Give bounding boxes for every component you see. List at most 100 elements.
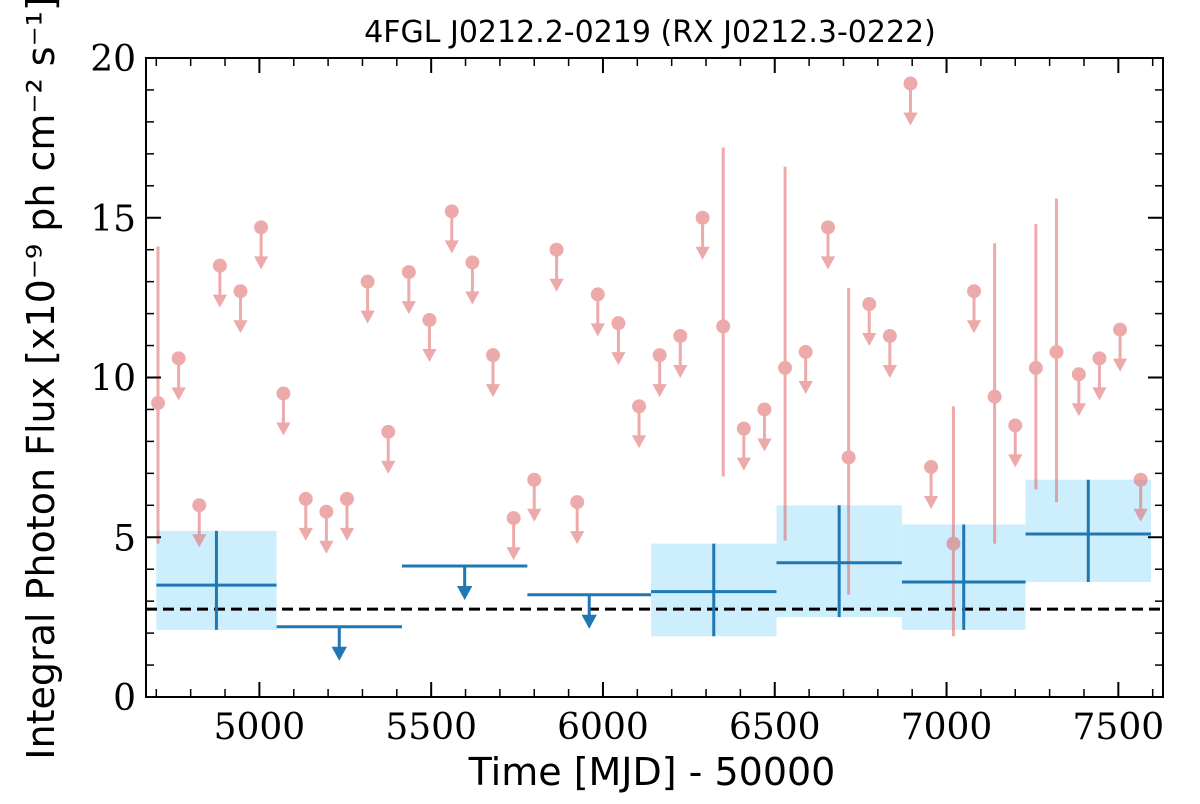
coarse-upper-limit-arrow-1-head	[331, 646, 347, 661]
fine-marker-9	[339, 491, 354, 506]
fine-point-40	[987, 243, 1002, 544]
fine-point-35	[882, 328, 898, 378]
x-tick-label-5: 7500	[1073, 707, 1165, 748]
fine-point-16	[485, 348, 501, 398]
fine-marker-39	[967, 284, 982, 299]
x-tick-label-2: 6000	[557, 707, 649, 748]
fine-upper-limit-arrow-15-head	[465, 291, 480, 305]
fine-point-34	[862, 297, 877, 347]
fine-point-41	[1008, 418, 1023, 468]
fine-point-6	[276, 386, 291, 436]
fine-point-5	[253, 220, 269, 270]
fine-point-14	[444, 204, 459, 254]
fine-point-38	[946, 406, 961, 637]
fine-marker-19	[549, 242, 564, 257]
fine-marker-28	[736, 421, 751, 436]
fine-marker-10	[360, 274, 375, 289]
fine-marker-42	[1028, 360, 1043, 375]
fine-point-8	[319, 504, 334, 554]
coarse-upper-limit-arrow-2-head	[456, 586, 473, 601]
fine-marker-25	[673, 328, 688, 343]
fine-marker-4	[233, 284, 248, 299]
fine-upper-limit-arrow-10-head	[360, 310, 375, 324]
y-tick-label-1: 5	[113, 518, 136, 559]
fine-marker-24	[652, 348, 667, 363]
fine-upper-limit-arrow-28-head	[736, 457, 751, 471]
fine-upper-limit-arrow-2-head	[192, 534, 207, 548]
fine-marker-0	[151, 396, 166, 411]
fine-marker-44	[1071, 367, 1086, 382]
x-tick-label-3: 6500	[729, 707, 821, 748]
y-tick-label-4: 20	[90, 39, 136, 80]
fine-point-47	[1133, 472, 1148, 522]
fine-bins-layer	[151, 76, 1148, 637]
fine-upper-limit-arrow-35-head	[882, 364, 898, 378]
y-tick-label-3: 15	[90, 199, 136, 240]
fine-marker-23	[632, 399, 647, 414]
coarse-bin-5	[776, 505, 902, 618]
fine-upper-limit-arrow-31-head	[798, 380, 813, 394]
fine-point-2	[192, 498, 207, 548]
fine-point-23	[631, 399, 647, 449]
fine-marker-12	[401, 265, 416, 280]
fine-point-33	[841, 288, 856, 595]
fine-upper-limit-arrow-1-head	[171, 387, 186, 401]
fine-point-20	[570, 495, 585, 545]
fine-point-28	[736, 421, 751, 471]
coarse-bin-7	[1025, 479, 1151, 582]
fine-point-31	[798, 344, 813, 394]
fine-marker-26	[695, 210, 710, 225]
fine-point-39	[966, 284, 982, 334]
coarse-bin-4	[651, 543, 777, 637]
fine-marker-16	[486, 348, 501, 363]
fine-marker-32	[821, 220, 836, 235]
fine-upper-limit-arrow-39-head	[966, 320, 982, 334]
fine-marker-21	[590, 287, 605, 302]
fine-upper-limit-arrow-16-head	[485, 384, 501, 398]
fine-marker-11	[381, 424, 396, 439]
fine-upper-limit-arrow-23-head	[631, 435, 647, 449]
fine-point-27	[716, 147, 731, 477]
fine-marker-29	[757, 402, 772, 417]
fine-marker-2	[192, 498, 207, 513]
fine-point-21	[590, 287, 605, 337]
fine-upper-limit-arrow-36-head	[903, 112, 918, 126]
axes-layer: 5000 5500 6000 6500 7000 7500 0 5 10 15 20	[90, 39, 1164, 748]
fine-upper-limit-arrow-24-head	[652, 384, 667, 398]
fine-upper-limit-arrow-29-head	[757, 438, 772, 452]
fine-upper-limit-arrow-25-head	[673, 364, 688, 378]
x-tick-label-0: 5000	[214, 707, 306, 748]
fine-point-46	[1112, 322, 1128, 372]
fine-marker-27	[716, 319, 731, 334]
fine-upper-limit-arrow-13-head	[422, 348, 437, 362]
fine-marker-47	[1133, 472, 1148, 487]
fine-point-13	[422, 312, 437, 362]
fine-point-45	[1092, 351, 1107, 401]
fine-marker-5	[254, 220, 269, 235]
fine-upper-limit-arrow-47-head	[1133, 508, 1148, 522]
fine-upper-limit-arrow-6-head	[276, 422, 291, 436]
coarse-bins-layer	[156, 479, 1151, 661]
fine-point-24	[652, 348, 667, 398]
coarse-bin-2	[401, 564, 528, 601]
coarse-upper-limit-arrow-3-head	[581, 614, 597, 629]
fine-point-43	[1049, 198, 1064, 503]
fine-point-19	[549, 242, 564, 292]
fine-marker-40	[987, 389, 1002, 404]
fine-marker-38	[946, 536, 961, 551]
fine-marker-6	[276, 386, 291, 401]
fine-upper-limit-arrow-26-head	[695, 246, 710, 260]
fine-upper-limit-arrow-37-head	[923, 495, 939, 509]
fine-marker-30	[778, 360, 793, 375]
fine-point-25	[673, 328, 688, 378]
fine-marker-45	[1092, 351, 1107, 366]
fine-marker-13	[422, 312, 437, 327]
fine-point-30	[778, 166, 793, 541]
fine-upper-limit-arrow-4-head	[233, 320, 248, 334]
fine-marker-18	[527, 472, 542, 487]
y-tick-label-0: 0	[113, 678, 136, 719]
fine-marker-14	[444, 204, 459, 219]
fine-marker-41	[1008, 418, 1023, 433]
fine-marker-31	[798, 344, 813, 359]
